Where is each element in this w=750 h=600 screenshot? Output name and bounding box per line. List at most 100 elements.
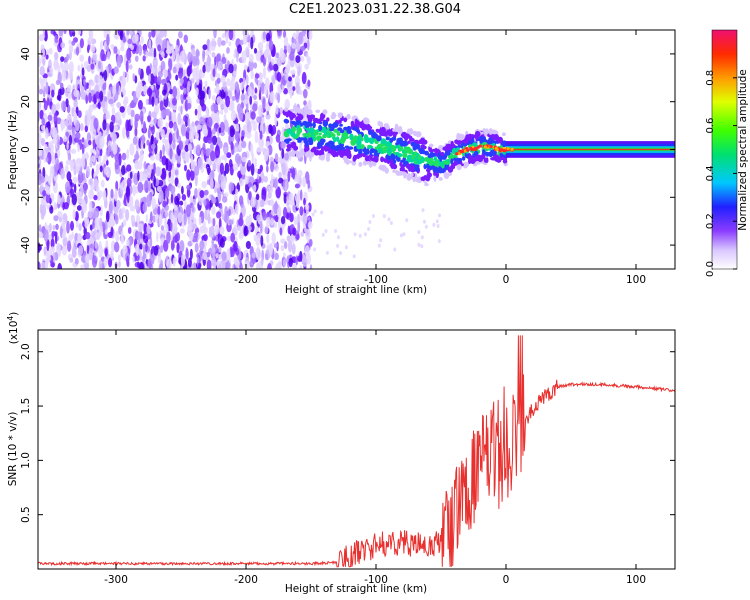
spectrogram-cell — [77, 144, 80, 153]
spectrogram-cell — [339, 146, 345, 151]
spectrogram-cell — [338, 119, 342, 124]
spectrogram-cell — [187, 223, 191, 236]
spectrogram-cell — [199, 190, 205, 198]
spectrogram-cell — [38, 231, 44, 239]
spectrogram-cell — [447, 166, 454, 173]
spectrogram-cell — [246, 30, 249, 38]
spectrogram-cell — [439, 162, 444, 167]
spectrogram-cell — [391, 148, 396, 153]
spectrogram-cell — [165, 108, 171, 116]
spectrogram-cell — [493, 134, 500, 141]
spectrogram-cell — [288, 257, 293, 268]
spectrogram-cell — [432, 222, 436, 227]
spectrogram-cell — [369, 154, 374, 158]
spectrogram-cell — [152, 215, 156, 223]
spectrogram-cell — [63, 202, 69, 210]
spectrogram-cell — [211, 206, 216, 215]
spectrogram-cell — [378, 129, 385, 137]
spectrogram-cell — [303, 137, 308, 144]
spectrogram-cell — [407, 173, 411, 180]
spectrogram-cell — [129, 205, 136, 212]
spectrogram-cell — [378, 164, 384, 171]
spectrogram-cell — [60, 59, 63, 69]
spectrogram-cell — [224, 162, 230, 175]
spectrogram-cell — [288, 76, 292, 82]
spectrogram-cell — [254, 168, 258, 174]
spectrogram-cell — [390, 162, 395, 169]
spectrogram-cell — [126, 177, 132, 187]
spectrogram-cell — [108, 257, 113, 268]
spectrogram-cell — [191, 263, 195, 269]
spectrogram-ytick-label: -40 — [20, 237, 32, 254]
spectrogram-cell — [437, 239, 441, 244]
spectrogram-cell — [106, 89, 112, 102]
spectrogram-cell — [126, 164, 132, 172]
spectrogram-cell — [65, 98, 69, 108]
spectrogram-cell — [380, 138, 387, 145]
spectrogram-cell — [172, 85, 178, 99]
spectrogram-cell — [211, 127, 216, 135]
spectrogram-cell — [202, 124, 208, 135]
spectrogram-cell — [93, 194, 98, 201]
spectrogram-cell — [261, 199, 265, 208]
spectrogram-cell — [170, 185, 176, 194]
spectrogram-cell — [264, 253, 269, 261]
spectrogram-cell — [269, 183, 274, 194]
spectrogram-cell — [106, 50, 111, 60]
spectrogram-cell — [356, 153, 361, 160]
spectrogram-cell — [194, 165, 200, 176]
spectrogram-cell — [121, 152, 127, 161]
spectrogram-cell — [57, 71, 62, 85]
spectrogram-cell — [88, 84, 92, 90]
spectrogram-cell — [153, 117, 158, 125]
spectrogram-cell — [233, 70, 237, 76]
spectrogram-cell — [106, 30, 111, 36]
spectrogram-cell — [159, 100, 164, 112]
spectrogram-cell — [102, 119, 107, 131]
spectrogram-cell — [88, 104, 94, 114]
spectrogram-cell — [151, 111, 157, 118]
spectrogram-cell — [151, 197, 156, 210]
spectrogram-cell — [328, 123, 333, 129]
spectrogram-cell — [213, 30, 217, 39]
spectrogram-cell — [174, 169, 179, 176]
spectrogram-cell — [352, 254, 356, 259]
spectrogram-cell — [331, 146, 337, 150]
spectrogram-cell — [289, 51, 295, 61]
spectrogram-cell — [491, 134, 495, 141]
spectrogram-cell — [260, 257, 264, 266]
spectrogram-cell — [305, 127, 310, 131]
spectrogram-cell — [279, 227, 283, 236]
spectrogram-cell — [329, 128, 334, 132]
spectrogram-cell — [280, 238, 286, 244]
spectrogram-cell — [75, 131, 81, 140]
spectrogram-cell — [353, 232, 357, 237]
spectrogram-cell — [100, 179, 105, 188]
spectrogram-cell — [289, 212, 294, 223]
spectrogram-cell — [453, 157, 457, 161]
spectrogram-cell — [186, 102, 192, 110]
spectrogram-cell — [191, 47, 196, 56]
spectrogram-cell — [291, 243, 296, 255]
spectrogram-cell — [130, 109, 135, 118]
spectrogram-cell — [176, 128, 179, 140]
spectrogram-cell — [229, 125, 235, 138]
spectrogram-cell — [325, 147, 332, 152]
spectrogram-cell — [260, 81, 265, 95]
spectrogram-cell — [228, 41, 232, 47]
spectrogram-cell — [182, 69, 186, 78]
spectrogram-cell — [202, 142, 206, 156]
spectrogram-cell — [393, 131, 399, 135]
spectrogram-cell — [277, 30, 281, 37]
spectrogram-cell — [53, 215, 59, 222]
spectrogram-cell — [260, 147, 265, 153]
spectrogram-cell — [101, 53, 107, 62]
spectrogram-cell — [306, 121, 312, 126]
spectrogram-cell — [202, 251, 208, 261]
spectrogram-cell — [292, 263, 297, 269]
spectrogram-cell — [433, 168, 439, 173]
spectrogram-cell — [295, 233, 300, 240]
spectrogram-cell — [415, 146, 421, 150]
spectrogram-cell — [298, 31, 304, 45]
spectrogram-cell — [339, 251, 343, 256]
